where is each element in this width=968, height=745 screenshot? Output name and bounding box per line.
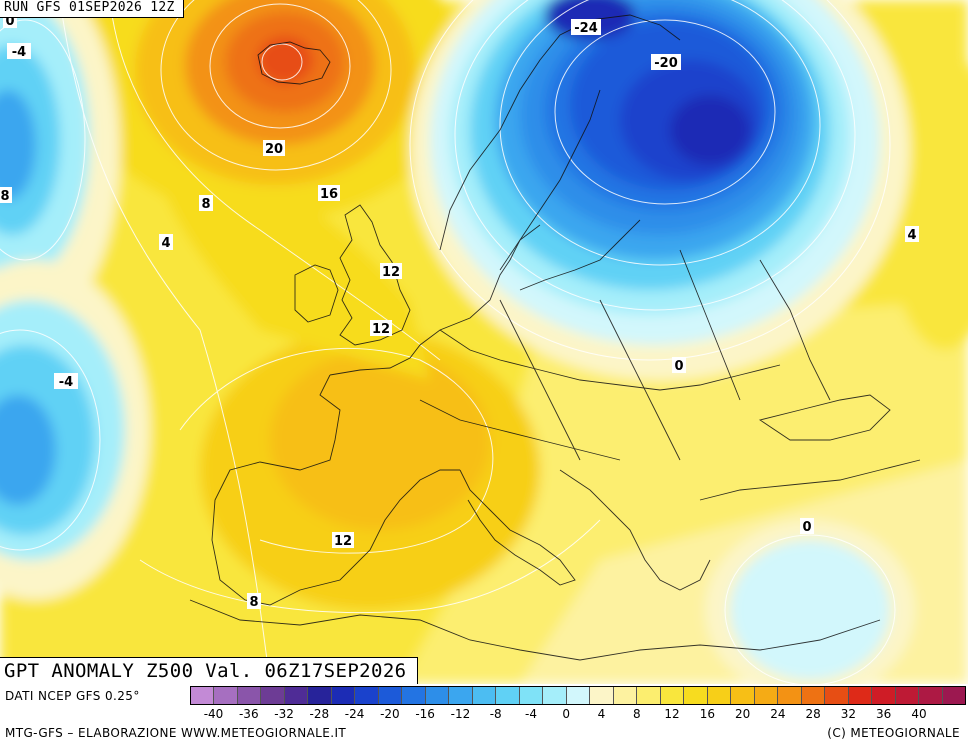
color-scale-swatch (848, 687, 873, 704)
color-scale-tick-label: -40 (203, 707, 224, 721)
contour-label: 4 (161, 236, 170, 251)
color-scale-swatch (331, 687, 356, 704)
color-scale-bar (190, 686, 966, 705)
color-scale-tick-label: -4 (524, 707, 537, 721)
color-scale-tick-label: 24 (770, 707, 786, 721)
color-scale-swatch (707, 687, 732, 704)
color-scale-tick-label: -12 (450, 707, 471, 721)
color-scale-tick-label: -28 (309, 707, 330, 721)
footer: DATI NCEP GFS 0.25° -40 -36 -32 -28 -24 -20 -1… (0, 684, 968, 745)
contour-label: 12 (334, 534, 352, 549)
color-scale-tick-label: 20 (734, 707, 751, 721)
credit-right: (C) METEOGIORNALE (827, 726, 960, 740)
color-scale-swatch (425, 687, 450, 704)
contour-label: 12 (372, 322, 390, 337)
color-scale-swatch (919, 687, 943, 704)
contour-label: 8 (249, 595, 258, 610)
contour-label: 8 (0, 189, 9, 204)
color-scale-swatch (496, 687, 520, 704)
run-label: RUN GFS 01SEP2026 12Z (0, 0, 184, 18)
color-scale-tick-label: 4 (597, 707, 606, 721)
contour-label: -4 (59, 375, 73, 390)
color-scale-swatch (191, 687, 215, 704)
color-scale-ticks: -40 -36 -32 -28 -24 -20 -16 -12 -8 -4 0 4 8 12 16 20 24 2… (190, 707, 966, 723)
contour-label: -24 (574, 21, 598, 36)
color-scale-tick-label: -32 (274, 707, 294, 721)
color-scale-tick-label: 40 (911, 707, 927, 721)
color-scale-swatch (543, 687, 567, 704)
contour-label: 0 (802, 520, 811, 535)
color-scale-swatch (449, 687, 473, 704)
color-scale-tick-label: -24 (344, 707, 365, 721)
contour-label: 12 (382, 265, 400, 280)
color-scale-tick-label: 8 (632, 707, 641, 721)
contour-label: 0 (674, 359, 683, 374)
color-scale-swatch (613, 687, 638, 704)
color-scale-swatch (261, 687, 285, 704)
credit-left: MTG-GFS – ELABORAZIONE WWW.METEOGIORNALE… (5, 726, 347, 740)
color-scale-swatch (214, 687, 238, 704)
color-scale-swatch (519, 687, 544, 704)
color-scale-swatch (754, 687, 779, 704)
color-scale-swatch (566, 687, 591, 704)
color-scale-tick-label: 12 (664, 707, 680, 721)
color-scale-tick-label: 0 (562, 707, 571, 721)
contour-label: 4 (907, 228, 916, 243)
color-scale-swatch (801, 687, 826, 704)
color-scale-tick-label: -20 (380, 707, 400, 721)
color-scale-swatch (590, 687, 614, 704)
color-scale-tick-label: 28 (805, 707, 821, 721)
contour-label: 0 (5, 14, 14, 29)
z500-anomaly-map: -24 -20 -4 -4 0 0 0 4 4 8 8 8 12 12 12 1… (0, 0, 968, 684)
color-scale-swatch (731, 687, 755, 704)
color-scale-swatch (684, 687, 708, 704)
color-scale-swatch (660, 687, 685, 704)
color-scale-swatch (402, 687, 426, 704)
color-scale-swatch (472, 687, 497, 704)
color-scale-swatch (308, 687, 332, 704)
color-scale-tick-label: 36 (876, 707, 892, 721)
color-scale-swatch (355, 687, 379, 704)
color-scale-swatch (284, 687, 309, 704)
contour-label: 20 (265, 142, 283, 157)
color-scale-tick-label: -8 (489, 707, 502, 721)
color-scale-swatch (637, 687, 661, 704)
color-scale-swatch (237, 687, 262, 704)
contour-label: -20 (654, 56, 678, 71)
map-title: GPT ANOMALY Z500 Val. 06Z17SEP2026 (0, 657, 418, 685)
color-scale-swatch (378, 687, 403, 704)
color-scale-swatch (872, 687, 896, 704)
contour-label: -4 (12, 45, 26, 60)
color-scale-tick-label: 16 (699, 707, 715, 721)
color-scale-tick-label: 32 (840, 707, 857, 721)
contour-label: 16 (320, 187, 338, 202)
color-scale-swatch (942, 687, 965, 704)
color-scale-swatch (778, 687, 802, 704)
color-scale-swatch (825, 687, 849, 704)
color-scale-swatch (895, 687, 920, 704)
data-source-label: DATI NCEP GFS 0.25° (5, 689, 140, 703)
color-scale-tick-label: -16 (415, 707, 435, 721)
color-scale-tick-label: -36 (238, 707, 259, 721)
contour-label: 8 (201, 197, 210, 212)
